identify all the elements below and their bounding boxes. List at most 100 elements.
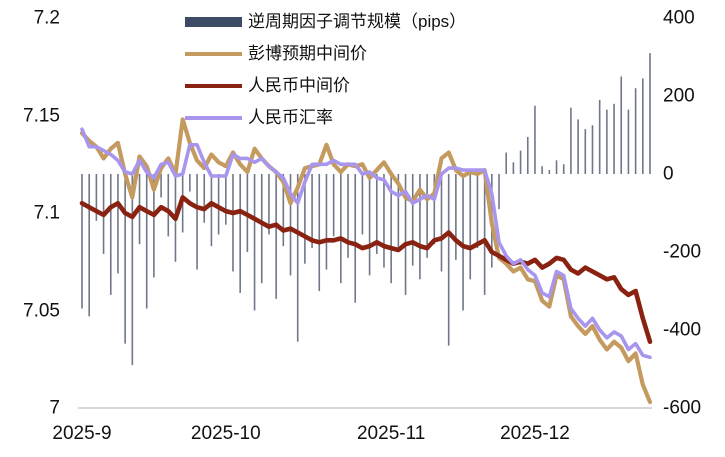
bar — [397, 174, 400, 251]
left-tick-label: 7.2 — [33, 7, 60, 29]
bar — [462, 174, 464, 311]
right-tick-label: 400 — [663, 7, 695, 29]
line-series-swatch-icon — [185, 84, 242, 88]
line-series-1 — [79, 195, 653, 345]
bar — [483, 174, 486, 295]
bar — [577, 119, 579, 174]
bar — [167, 174, 170, 237]
bar — [555, 160, 558, 174]
bar — [124, 174, 126, 344]
bar — [260, 174, 263, 284]
right-tick-label: -600 — [663, 397, 702, 419]
bar — [426, 174, 428, 258]
bar — [440, 174, 443, 272]
bar — [210, 174, 213, 247]
bar — [354, 174, 357, 303]
bar — [606, 109, 608, 174]
bar — [469, 174, 472, 280]
bar — [109, 174, 112, 295]
legend-item-counter-cyclical-factor: 逆周期因子调节规模（pips） — [185, 6, 466, 38]
bar — [620, 76, 623, 174]
legend-label: 彭博预期中间价 — [248, 43, 367, 63]
line-series-swatch-icon — [185, 52, 242, 56]
left-tick-label: 7.1 — [33, 202, 60, 224]
legend-label: 人民币汇率 — [248, 107, 333, 127]
bar — [642, 78, 644, 174]
bar — [548, 170, 551, 174]
bar — [541, 166, 543, 174]
bar — [526, 136, 529, 174]
left-tick-label: 7.15 — [23, 105, 60, 126]
bar — [368, 174, 371, 276]
bar — [411, 174, 414, 266]
bar — [613, 103, 615, 174]
bar — [145, 174, 148, 309]
legend-label: 逆周期因子调节规模（pips） — [248, 11, 467, 31]
bar — [131, 174, 134, 366]
bar — [332, 174, 335, 237]
bar — [404, 174, 407, 295]
bar — [95, 174, 98, 221]
left-tick-label: 7 — [49, 397, 60, 419]
bar — [519, 150, 522, 174]
bar — [318, 174, 321, 291]
x-tick-label: 2025-10 — [190, 423, 261, 444]
x-tick-label: 2025-11 — [356, 423, 426, 444]
bar — [232, 174, 234, 272]
bar — [512, 162, 515, 174]
bar — [239, 174, 241, 293]
bar — [189, 174, 191, 192]
bar — [419, 174, 421, 280]
bar — [447, 174, 450, 346]
line-series-2 — [80, 127, 652, 360]
bar — [570, 107, 572, 174]
bar — [160, 174, 162, 198]
bar — [591, 125, 594, 174]
bar — [433, 174, 436, 245]
bar — [627, 109, 630, 174]
bar — [584, 129, 587, 174]
bar — [347, 174, 349, 258]
bar — [598, 99, 601, 174]
legend-item-bloomberg-forecast: 彭博预期中间价 — [185, 38, 466, 70]
bar — [361, 174, 364, 235]
bar — [225, 174, 227, 225]
bar — [340, 174, 342, 284]
right-tick-label: 0 — [663, 163, 674, 185]
bar — [634, 88, 637, 174]
bar — [253, 174, 256, 311]
bar — [268, 174, 270, 235]
bar — [296, 174, 299, 342]
left-tick-label: 7.05 — [23, 300, 60, 321]
bar — [117, 174, 119, 274]
bar — [311, 174, 313, 249]
bar — [534, 105, 536, 174]
bar — [455, 174, 457, 260]
legend-label: 人民币中间价 — [248, 75, 350, 95]
legend: 逆周期因子调节规模（pips） 彭博预期中间价 人民币中间价 人民币汇率 — [185, 6, 466, 134]
right-tick-label: -200 — [663, 241, 702, 263]
bar-series — [81, 53, 651, 366]
bar — [282, 174, 285, 247]
bar — [217, 174, 220, 235]
bar — [88, 174, 90, 317]
bar — [304, 174, 306, 264]
bar — [390, 174, 392, 284]
bar — [289, 174, 292, 276]
bar — [498, 174, 500, 210]
legend-item-cny-spot-rate: 人民币汇率 — [185, 102, 466, 134]
x-tick-label: 2025-9 — [52, 423, 112, 444]
bar — [562, 164, 565, 174]
legend-item-cny-fixing: 人民币中间价 — [185, 70, 466, 102]
bar — [203, 174, 206, 223]
bar — [153, 174, 155, 278]
line-series-swatch-icon — [185, 116, 242, 120]
bar-series-swatch-icon — [185, 17, 242, 27]
x-tick-label: 2025-12 — [500, 423, 570, 444]
bar — [196, 174, 198, 270]
bar — [81, 174, 83, 309]
bar — [383, 174, 385, 268]
bar — [325, 174, 328, 270]
